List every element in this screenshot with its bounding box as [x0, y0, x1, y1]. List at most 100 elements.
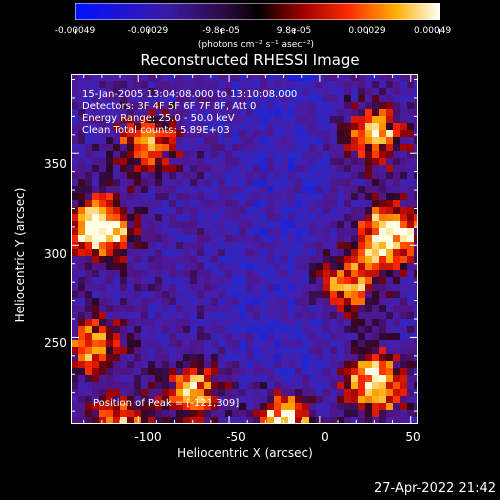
heatmap-cell [267, 277, 274, 284]
heatmap-cell [246, 123, 253, 130]
heatmap-cell [260, 249, 267, 256]
heatmap-cell [295, 102, 302, 109]
heatmap-cell [351, 319, 358, 326]
heatmap-cell [148, 186, 155, 193]
heatmap-cell [197, 123, 204, 130]
heatmap-cell [127, 130, 134, 137]
heatmap-cell [183, 193, 190, 200]
heatmap-cell [267, 354, 274, 361]
heatmap-cell [155, 291, 162, 298]
heatmap-cell [372, 277, 379, 284]
heatmap-cell [400, 235, 407, 242]
heatmap-cell [99, 207, 106, 214]
heatmap-cell [78, 361, 85, 368]
heatmap-cell [302, 158, 309, 165]
heatmap-cell [414, 319, 418, 326]
heatmap-cell [295, 214, 302, 221]
heatmap-cell [134, 172, 141, 179]
heatmap-cell [239, 228, 246, 235]
heatmap-cell [386, 95, 393, 102]
heatmap-cell [99, 410, 106, 417]
heatmap-cell [85, 186, 92, 193]
heatmap-cell [106, 319, 113, 326]
heatmap-cell [148, 410, 155, 417]
heatmap-cell [113, 256, 120, 263]
heatmap-cell [71, 403, 78, 410]
heatmap-cell [253, 116, 260, 123]
heatmap-cell [225, 186, 232, 193]
heatmap-cell [106, 417, 113, 424]
heatmap-cell [78, 88, 85, 95]
heatmap-cell [162, 326, 169, 333]
heatmap-cell [302, 312, 309, 319]
heatmap-cell [225, 417, 232, 424]
heatmap-cell [218, 347, 225, 354]
heatmap-cell [211, 249, 218, 256]
heatmap-cell [379, 284, 386, 291]
heatmap-cell [274, 298, 281, 305]
heatmap-cell [323, 333, 330, 340]
heatmap-cell [337, 228, 344, 235]
heatmap-cell [407, 340, 414, 347]
heatmap-cell [85, 298, 92, 305]
heatmap-cell [148, 263, 155, 270]
heatmap-cell [309, 151, 316, 158]
heatmap-cell [372, 228, 379, 235]
heatmap-cell [274, 368, 281, 375]
heatmap-cell [393, 417, 400, 424]
heatmap-cell [78, 151, 85, 158]
heatmap-cell [246, 284, 253, 291]
heatmap-cell [155, 172, 162, 179]
heatmap-cell [330, 200, 337, 207]
heatmap-cell [302, 403, 309, 410]
heatmap-cell [274, 200, 281, 207]
heatmap-cell [120, 235, 127, 242]
heatmap-cell [358, 179, 365, 186]
heatmap-cell [183, 270, 190, 277]
heatmap-cell [253, 123, 260, 130]
heatmap-cell [295, 319, 302, 326]
heatmap-cell [246, 137, 253, 144]
heatmap-cell [162, 88, 169, 95]
heatmap-cell [267, 179, 274, 186]
heatmap-cell [127, 263, 134, 270]
x-tick-label: -100 [134, 430, 162, 444]
heatmap-cell [169, 242, 176, 249]
heatmap-cell [99, 116, 106, 123]
heatmap-cell [176, 151, 183, 158]
heatmap-cell [400, 74, 407, 81]
heatmap-cell [344, 389, 351, 396]
heatmap-cell [302, 291, 309, 298]
heatmap-cell [120, 284, 127, 291]
heatmap-cell [330, 207, 337, 214]
heatmap-cell [134, 102, 141, 109]
heatmap-cell [288, 354, 295, 361]
heatmap-cell [246, 403, 253, 410]
heatmap-cell [113, 179, 120, 186]
heatmap-cell [246, 333, 253, 340]
heatmap-cell [351, 389, 358, 396]
heatmap-cell [120, 368, 127, 375]
heatmap-cell [155, 312, 162, 319]
heatmap-cell [232, 270, 239, 277]
heatmap-cell [190, 179, 197, 186]
heatmap-cell [372, 158, 379, 165]
heatmap-cell [253, 305, 260, 312]
heatmap-cell [344, 382, 351, 389]
heatmap-cell [337, 347, 344, 354]
heatmap-cell [232, 242, 239, 249]
heatmap-cell [176, 319, 183, 326]
heatmap-cell [218, 214, 225, 221]
heatmap-cell [176, 95, 183, 102]
heatmap-cell [190, 291, 197, 298]
heatmap-cell [232, 403, 239, 410]
heatmap-cell [344, 214, 351, 221]
heatmap-cell [274, 284, 281, 291]
heatmap-cell [400, 116, 407, 123]
heatmap-cell [197, 319, 204, 326]
heatmap-cell [302, 165, 309, 172]
heatmap-cell [155, 319, 162, 326]
heatmap-cell [197, 277, 204, 284]
heatmap-cell [106, 354, 113, 361]
heatmap-cell [386, 375, 393, 382]
